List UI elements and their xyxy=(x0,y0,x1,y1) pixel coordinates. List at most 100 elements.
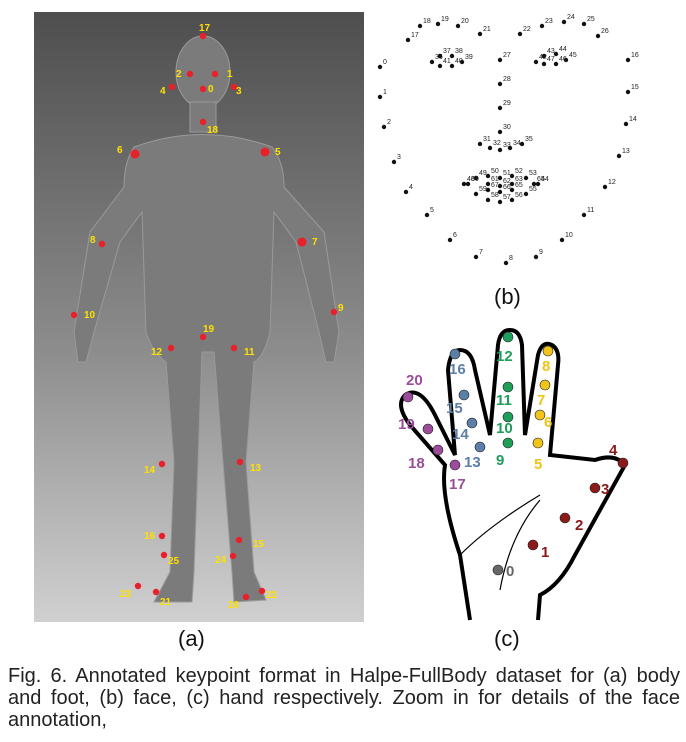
face-keypoint-label: 49 xyxy=(479,170,487,177)
face-keypoint-dot xyxy=(497,81,503,87)
hand-keypoint-panel: 0 1 2 3 4 5 6 7 8 9 10 11 12 13 14 15 16 17 18 19 20 xyxy=(390,325,650,625)
hand-keypoint-label: 4 xyxy=(609,442,618,459)
face-keypoint-label: 66 xyxy=(503,184,511,191)
face-keypoint-label: 64 xyxy=(537,176,545,183)
body-keypoint-label: 3 xyxy=(236,86,242,97)
hand-keypoint-dot xyxy=(589,482,601,494)
face-keypoint-label: 61 xyxy=(491,176,499,183)
face-keypoint-label: 21 xyxy=(483,26,491,33)
body-keypoint-dot xyxy=(330,308,338,316)
body-keypoint-label: 7 xyxy=(312,237,318,248)
face-keypoint-dot xyxy=(581,21,587,27)
body-keypoint-dot xyxy=(199,333,207,341)
face-keypoint-dot xyxy=(539,23,545,29)
body-keypoint-dot xyxy=(158,460,166,468)
body-keypoint-label: 19 xyxy=(203,324,215,335)
face-keypoint-dot xyxy=(517,31,523,37)
body-keypoint-label: 10 xyxy=(84,310,96,321)
face-keypoint-dot xyxy=(449,53,455,59)
face-keypoint-dot xyxy=(377,94,383,100)
face-keypoint-dot xyxy=(533,254,539,260)
face-keypoint-label: 58 xyxy=(491,192,499,199)
hand-keypoint-label: 10 xyxy=(496,420,513,437)
face-keypoint-dot xyxy=(602,184,608,190)
body-figure: 0123456789101112131415161718192021222324… xyxy=(70,23,344,611)
face-keypoint-dot xyxy=(447,237,453,243)
face-keypoint-label: 41 xyxy=(443,58,451,65)
hand-keypoint-label: 19 xyxy=(398,416,415,433)
face-keypoint-label: 48 xyxy=(467,176,475,183)
hand-keypoint-label: 13 xyxy=(464,454,481,471)
body-keypoint-dot xyxy=(236,458,244,466)
face-keypoint-dot xyxy=(497,183,503,189)
face-keypoint-dot xyxy=(424,212,430,218)
body-keypoint-label: 6 xyxy=(117,145,123,156)
body-keypoint-label: 18 xyxy=(207,125,219,136)
body-keypoint-label: 24 xyxy=(215,555,227,566)
face-keypoint-label: 32 xyxy=(493,140,501,147)
face-keypoint-dot xyxy=(449,63,455,69)
face-keypoint-dot xyxy=(473,254,479,260)
face-keypoint-label: 54 xyxy=(541,176,549,183)
hand-outline xyxy=(399,327,628,621)
face-keypoint-label: 29 xyxy=(503,100,511,107)
face-keypoint-label: 33 xyxy=(503,142,511,149)
face-keypoint-label: 59 xyxy=(479,186,487,193)
face-keypoint-label: 12 xyxy=(608,179,616,186)
hand-keypoint-dot xyxy=(466,417,478,429)
face-keypoint-label: 50 xyxy=(491,168,499,175)
face-keypoint-label: 6 xyxy=(453,232,457,239)
face-keypoint-label: 34 xyxy=(513,140,521,147)
face-keypoint-dot xyxy=(523,175,529,181)
hand-keypoint-label: 12 xyxy=(496,348,513,365)
body-keypoint-label: 21 xyxy=(160,597,172,608)
face-keypoint-label: 38 xyxy=(455,48,463,55)
face-keypoint-label: 56 xyxy=(515,192,523,199)
body-keypoint-dot xyxy=(167,344,175,352)
sublabel-c: (c) xyxy=(494,626,520,651)
body-keypoint-dot xyxy=(199,85,207,93)
face-keypoint-dot xyxy=(531,181,537,187)
hand-keypoint-dot xyxy=(534,409,546,421)
figure-caption: Fig. 6. Annotated keypoint format in Hal… xyxy=(8,665,680,731)
face-keypoint-label: 25 xyxy=(587,16,595,23)
face-keypoint-dot xyxy=(497,189,503,195)
hand-keypoint-dot xyxy=(539,379,551,391)
face-keypoint-label: 20 xyxy=(461,18,469,25)
body-keypoint-label: 8 xyxy=(90,235,96,246)
face-keypoint-dot xyxy=(381,124,387,130)
body-keypoint-label: 9 xyxy=(338,303,344,314)
face-keypoint-label: 0 xyxy=(383,59,387,66)
face-keypoint-label: 16 xyxy=(631,52,639,59)
face-keypoint-label: 45 xyxy=(569,52,577,59)
face-keypoint-label: 30 xyxy=(503,124,511,131)
face-keypoint-dot xyxy=(625,89,631,95)
face-keypoint-dot xyxy=(497,147,503,153)
face-keypoint-dot xyxy=(429,59,435,65)
face-keypoint-label: 23 xyxy=(545,18,553,25)
body-keypoint-dot xyxy=(211,70,219,78)
face-keypoint-dot xyxy=(477,141,483,147)
face-keypoint-label: 26 xyxy=(601,28,609,35)
face-keypoint-label: 24 xyxy=(567,14,575,21)
face-keypoint-dot xyxy=(461,181,467,187)
hand-keypoint-dot xyxy=(432,444,444,456)
face-keypoint-dot xyxy=(437,53,443,59)
face-keypoint-label: 11 xyxy=(587,207,594,214)
body-keypoint-label: 16 xyxy=(144,531,156,542)
face-keypoint-dot xyxy=(455,23,461,29)
face-keypoint-dot xyxy=(403,189,409,195)
body-keypoint-dot xyxy=(160,551,168,559)
face-keypoint-label: 57 xyxy=(503,194,511,201)
hand-keypoint-dot xyxy=(502,437,514,449)
face-keypoint-dot xyxy=(541,53,547,59)
face-keypoint-dot xyxy=(377,64,383,70)
face-keypoint-label: 15 xyxy=(631,84,639,91)
face-keypoint-dot xyxy=(625,57,631,63)
face-keypoint-label: 19 xyxy=(441,16,449,23)
hand-keypoint-dot xyxy=(492,564,504,576)
face-keypoint-label: 7 xyxy=(479,249,483,256)
hand-keypoint-label: 11 xyxy=(496,392,512,409)
hand-keypoint-dot xyxy=(542,345,554,357)
